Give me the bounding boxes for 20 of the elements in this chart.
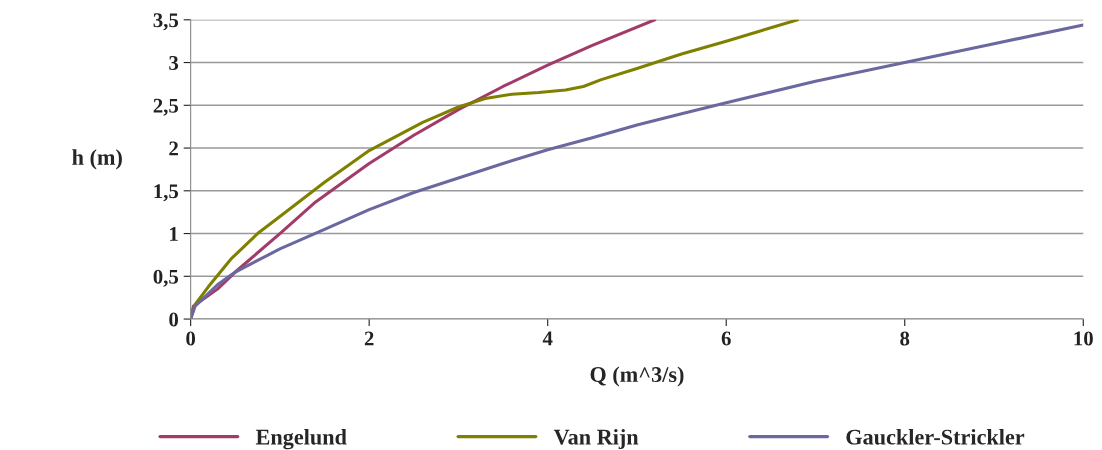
line-series — [190, 23, 1084, 320]
y-tick-label: 2,5 — [153, 98, 179, 116]
y-tick-label: 0,5 — [153, 269, 179, 287]
x-tick-label: 0 — [186, 331, 196, 346]
x-tick-label: 8 — [900, 331, 910, 346]
y-tick-label: 1 — [170, 227, 178, 241]
y-tick-label: 3 — [169, 55, 179, 70]
legend-label: Van Rijn — [553, 428, 639, 450]
legend-label: Gauckler-Strickler — [846, 428, 1025, 445]
x-tick-label: 2 — [364, 331, 374, 346]
x-axis-title: Q (m^3/s) — [590, 366, 684, 387]
y-tick-label: 0 — [169, 312, 179, 327]
y-tick-label: 2 — [169, 141, 178, 156]
legend-label: Engelund — [255, 428, 347, 450]
y-tick-label: 3,5 — [153, 13, 179, 31]
y-axis-title: h (m) — [72, 149, 122, 170]
x-tick-label: 6 — [721, 331, 731, 346]
y-tick-label: 1,5 — [154, 184, 179, 202]
x-tick-label: 4 — [542, 331, 553, 346]
x-tick-label: 10 — [1074, 331, 1093, 346]
